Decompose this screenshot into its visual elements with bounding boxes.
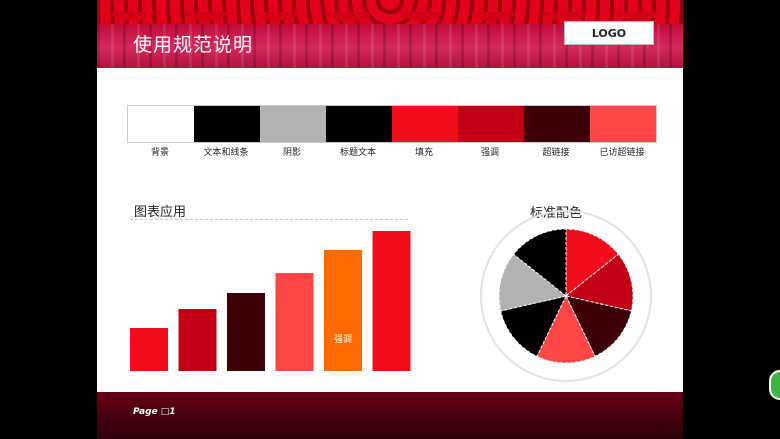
pie-slice xyxy=(565,228,620,298)
color-swatch xyxy=(260,106,326,142)
color-swatch xyxy=(194,106,260,142)
color-swatch xyxy=(128,106,194,142)
slide-header: 使用规范说明 LOGO xyxy=(97,0,683,68)
swatch-label: 背景 xyxy=(150,148,169,158)
chart-divider xyxy=(130,219,408,220)
standard-colors-title: 标准配色 xyxy=(530,206,583,221)
slide: 使用规范说明 LOGO 背景 文本和线条 阴影 标题文本 填充 强调 超链接 已访超链接 图表… xyxy=(97,0,683,439)
swatch-label: 已访超链接 xyxy=(599,148,645,158)
pie-slice xyxy=(565,295,632,358)
color-swatch xyxy=(458,106,524,142)
swatch-label: 阴影 xyxy=(282,148,301,158)
page-title: 使用规范说明 xyxy=(133,34,254,56)
color-swatch xyxy=(590,106,656,142)
slide-footer: Page □1 xyxy=(97,392,683,439)
pie-slice xyxy=(498,253,568,312)
swatch-label: 文本和线条 xyxy=(203,148,249,158)
logo-placeholder: LOGO xyxy=(564,21,654,45)
pie-slice xyxy=(512,228,567,298)
pie-chart xyxy=(480,210,652,382)
page-number: Page □1 xyxy=(133,407,176,417)
pie-slice xyxy=(564,253,634,312)
bar xyxy=(372,231,411,371)
color-swatch xyxy=(392,106,458,142)
color-swatch xyxy=(524,106,590,142)
swatch-label: 填充 xyxy=(414,148,433,158)
pie-slice xyxy=(500,295,567,358)
bar xyxy=(130,328,168,371)
bar-chart: 强调 xyxy=(130,231,411,371)
color-swatch xyxy=(326,106,392,142)
bar xyxy=(178,309,217,371)
chart-title: 图表应用 xyxy=(134,205,187,220)
curtain-scallops xyxy=(97,12,683,30)
pie-slice xyxy=(536,294,596,364)
bar xyxy=(324,250,362,371)
pie-ring xyxy=(480,210,652,382)
bar xyxy=(227,293,265,371)
swatch-label: 超链接 xyxy=(542,148,570,158)
color-palette xyxy=(127,105,657,143)
swatch-label: 标题文本 xyxy=(339,148,376,158)
bar xyxy=(275,273,314,371)
floating-badge[interactable] xyxy=(769,370,780,400)
swatch-label: 强调 xyxy=(480,148,499,158)
bar-data-label: 强调 xyxy=(334,334,352,345)
